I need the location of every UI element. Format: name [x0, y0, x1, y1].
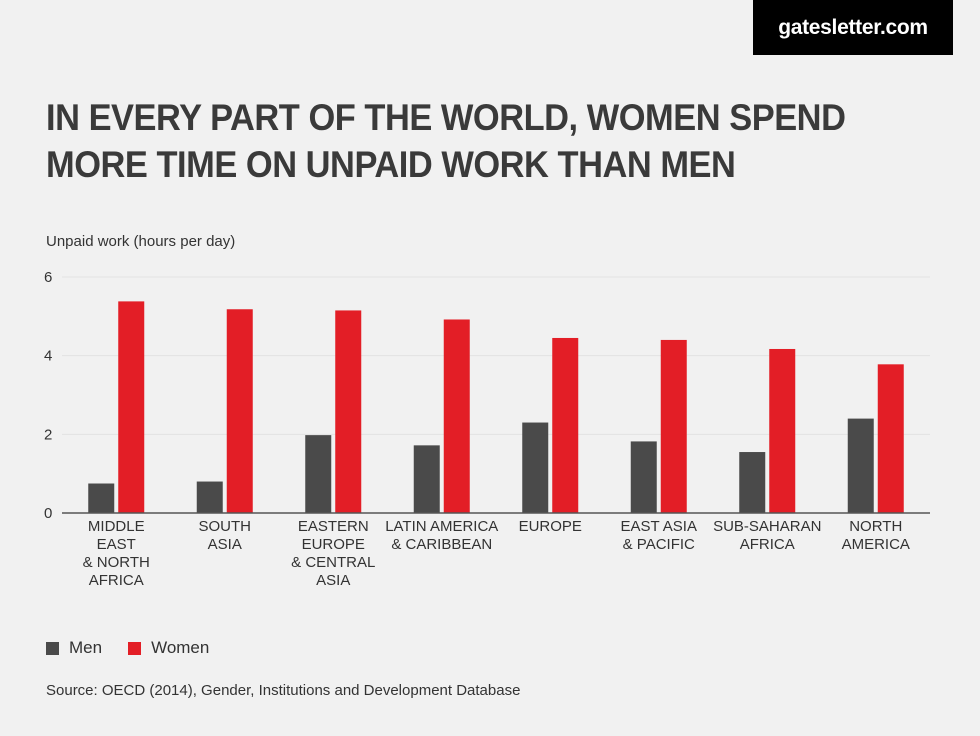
- bar-men: [522, 422, 549, 513]
- y-tick-labels: 0 2 4 6: [44, 269, 52, 522]
- category-label-line: ASIA: [316, 572, 350, 589]
- bar-men: [88, 483, 115, 513]
- category-label-line: EUROPE: [302, 536, 365, 553]
- brand-badge[interactable]: gatesletter.com: [753, 0, 953, 55]
- category-label-line: & CENTRAL: [291, 554, 375, 571]
- legend-item-women[interactable]: Women: [128, 638, 209, 658]
- category-label-line: AFRICA: [740, 536, 795, 553]
- page-title: IN EVERY PART OF THE WORLD, WOMEN SPEND …: [46, 97, 846, 185]
- y-tick-label: 0: [44, 505, 52, 522]
- bar-women: [769, 348, 796, 513]
- source-note: Source: OECD (2014), Gender, Institution…: [46, 682, 521, 699]
- legend: Men Women: [46, 638, 235, 658]
- category-label: MIDDLE EAST & NORTH AFRICA: [83, 518, 150, 589]
- y-tick-label: 2: [44, 426, 52, 443]
- category-label: EUROPE: [519, 518, 582, 535]
- category-label-line: SOUTH: [199, 518, 252, 535]
- bar-men: [847, 418, 874, 513]
- bar-men: [413, 445, 440, 513]
- bar-women: [226, 309, 253, 513]
- bar-women: [552, 337, 579, 513]
- bar-men: [630, 441, 657, 513]
- bar-women: [335, 310, 362, 513]
- bar-women: [118, 301, 145, 513]
- category-label-line: MIDDLE: [88, 518, 145, 535]
- bars: [88, 301, 904, 513]
- legend-item-men[interactable]: Men: [46, 638, 102, 658]
- y-tick-label: 4: [44, 348, 52, 365]
- legend-swatch-women: [128, 641, 142, 655]
- bar-men: [305, 435, 332, 513]
- category-label-line: & NORTH: [83, 554, 150, 571]
- category-label-line: AMERICA: [842, 536, 910, 553]
- y-axis-label: Unpaid work (hours per day): [46, 233, 235, 250]
- category-label-line: LATIN AMERICA: [385, 518, 498, 535]
- category-label: EASTERN EUROPE & CENTRAL ASIA: [291, 518, 375, 589]
- category-label: SOUTH ASIA: [199, 518, 252, 553]
- category-label-line: ASIA: [208, 536, 242, 553]
- bar-men: [739, 452, 766, 513]
- bar-women: [660, 339, 687, 513]
- bar-men: [196, 481, 223, 513]
- category-label: LATIN AMERICA & CARIBBEAN: [385, 518, 498, 553]
- legend-swatch-men: [46, 641, 59, 655]
- gridlines: [62, 276, 930, 435]
- bar-women: [877, 364, 904, 513]
- category-label-line: EASTERN: [298, 518, 369, 535]
- category-label-line: EAST ASIA: [621, 518, 697, 535]
- category-label-line: SUB-SAHARAN: [713, 518, 821, 535]
- category-label-line: & PACIFIC: [623, 536, 695, 553]
- category-label-line: AFRICA: [89, 572, 144, 589]
- category-label-line: EAST: [97, 536, 136, 553]
- legend-label-men: Men: [69, 638, 103, 657]
- category-label: SUB-SAHARAN AFRICA: [713, 518, 821, 553]
- category-label-line: EUROPE: [519, 518, 582, 535]
- category-label-line: NORTH: [849, 518, 902, 535]
- y-tick-label: 6: [44, 269, 52, 286]
- category-label: NORTH AMERICA: [842, 518, 910, 553]
- bar-women: [443, 319, 470, 513]
- category-label: EAST ASIA & PACIFIC: [621, 518, 697, 553]
- legend-label-women: Women: [151, 638, 210, 657]
- category-label-line: & CARIBBEAN: [391, 536, 492, 553]
